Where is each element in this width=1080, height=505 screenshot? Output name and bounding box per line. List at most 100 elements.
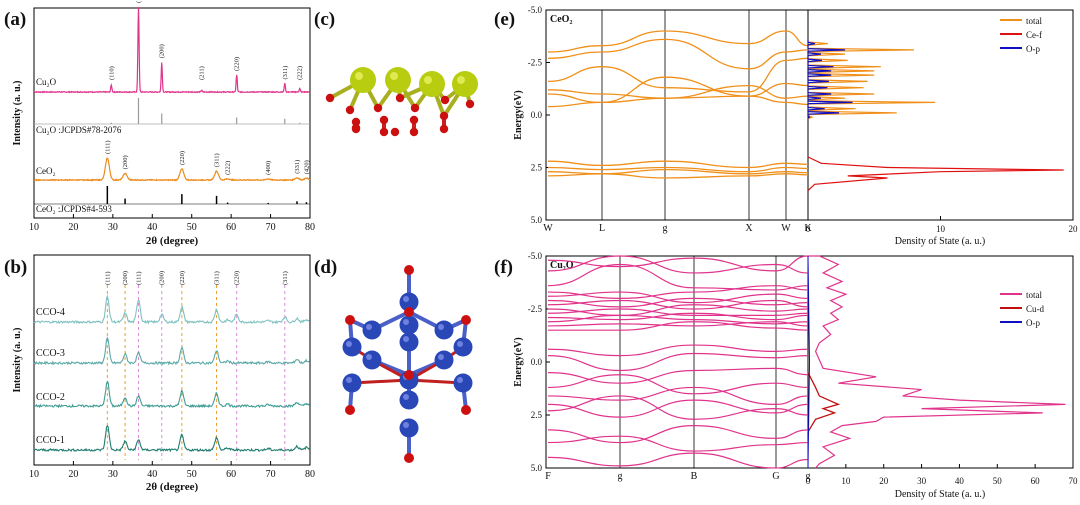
x-tick-label-a: 20	[68, 222, 78, 233]
band-line	[547, 399, 809, 418]
band-line	[547, 424, 809, 444]
band-frame-e	[545, 9, 809, 221]
o-atom	[461, 315, 471, 325]
o-atom	[439, 111, 449, 121]
y-tick-label-f: -2.5	[528, 304, 543, 314]
o-atom	[409, 127, 419, 137]
o-atom	[404, 453, 414, 463]
series-label-cu2o: Cu₂O	[36, 77, 57, 87]
ceo2-guide-label: (111)	[104, 271, 111, 285]
dos-tick-label-f: 60	[1031, 476, 1041, 486]
peak-label: (311)	[282, 66, 289, 80]
o-atom	[379, 127, 389, 137]
y-tick-label-f: 5.0	[531, 463, 543, 473]
atom-highlight	[355, 72, 363, 80]
dos-tick-label-e: 10	[936, 224, 946, 234]
atom-highlight	[457, 377, 463, 383]
band-line	[547, 314, 809, 325]
o-atom	[351, 124, 361, 134]
o-atom	[439, 124, 449, 134]
atom-highlight	[403, 319, 409, 325]
kpoint-label-f: G	[772, 471, 779, 482]
y-tick-label-e: 5.0	[531, 215, 543, 225]
band-structure-cu2o: Cu₂O Energy(eV) Density of State (a. u.)…	[513, 251, 1078, 500]
band-line	[547, 168, 809, 175]
o-atom	[461, 405, 471, 415]
atom-highlight	[403, 296, 409, 302]
x-tick-label-b: 80	[305, 469, 315, 480]
o-atom	[404, 265, 414, 275]
ceo2-crystal-structure	[325, 67, 478, 137]
band-line	[547, 435, 809, 452]
atom-highlight	[438, 354, 444, 360]
cco-pattern-line	[33, 424, 310, 453]
x-tick-label-a: 40	[147, 222, 157, 233]
atom-highlight	[403, 422, 409, 428]
cu-atom	[399, 390, 419, 410]
ce-atom	[385, 67, 411, 93]
o-atom	[409, 115, 419, 125]
atom-highlight	[346, 377, 352, 383]
atom-highlight	[366, 354, 372, 360]
ylabel-a: Intensity (a. u.)	[12, 80, 23, 145]
atom-highlight	[424, 76, 432, 84]
cu-atom	[362, 350, 382, 370]
band-line	[547, 291, 809, 304]
peak-label: (111)	[104, 140, 111, 154]
atom-highlight	[390, 72, 398, 80]
legend-label: O-p	[1026, 44, 1040, 54]
band-line	[547, 321, 809, 327]
kpoint-label-f: g	[618, 471, 623, 482]
band-line	[547, 30, 809, 53]
ceo2-guide-label: (220)	[179, 271, 186, 285]
series-label-cco4: CCO-4	[36, 307, 65, 318]
band-line	[547, 374, 809, 395]
peak-label: (211)	[199, 66, 206, 80]
band-line	[547, 304, 809, 316]
band-line	[547, 352, 809, 372]
band-line	[547, 299, 809, 310]
y-tick-label-e: -5.0	[528, 5, 543, 15]
dos-frame-e	[807, 9, 1074, 221]
band-title-f: Cu₂O	[550, 260, 574, 271]
dos-o-p-line	[807, 255, 811, 469]
dos-tick-label-f: 70	[1069, 476, 1079, 486]
o-atom	[404, 307, 414, 317]
o-atom	[379, 115, 389, 125]
band-line	[547, 255, 809, 274]
x-tick-label-a: 50	[187, 222, 197, 233]
plot-frame-a	[33, 7, 311, 219]
cu-atom	[434, 320, 454, 340]
series-label-cu2o-ref: Cu₂O :JCPDS#78-2076	[36, 125, 122, 135]
band-line	[547, 255, 809, 272]
atom-highlight	[346, 341, 352, 347]
cco-pattern-line	[33, 380, 310, 409]
cu-atom	[399, 418, 419, 438]
x-tick-label-b: 10	[29, 469, 39, 480]
dos-total-line	[808, 255, 1066, 469]
kpoint-label-e: L	[599, 223, 605, 234]
ylabel-e: Energy(eV)	[513, 90, 524, 139]
o-bond	[351, 378, 410, 385]
y-tick-label-f: 0.0	[531, 357, 543, 367]
panel-label-e: (e)	[494, 9, 515, 30]
kpoint-label-e: W	[543, 223, 553, 234]
atom-highlight	[438, 324, 444, 330]
cu-atom	[342, 373, 362, 393]
x-tick-label-a: 30	[108, 222, 118, 233]
cu-atom	[453, 373, 473, 393]
ceo2-guide-label: (311)	[214, 271, 221, 285]
x-tick-label-b: 30	[108, 469, 118, 480]
y-tick-label-e: 0.0	[531, 110, 543, 120]
cco-pattern-line	[33, 294, 310, 325]
cu-atom	[342, 337, 362, 357]
panel-label-a: (a)	[4, 9, 26, 30]
x-tick-label-a: 80	[305, 222, 315, 233]
o-atom	[325, 93, 335, 103]
series-label-ceo2: CeO₂	[36, 166, 56, 176]
band-title-e: CeO₂	[550, 14, 572, 25]
plot-frame-b	[33, 254, 311, 466]
dos-tick-label-f: 50	[993, 476, 1003, 486]
band-line	[547, 38, 809, 70]
x-tick-label-a: 60	[226, 222, 236, 233]
